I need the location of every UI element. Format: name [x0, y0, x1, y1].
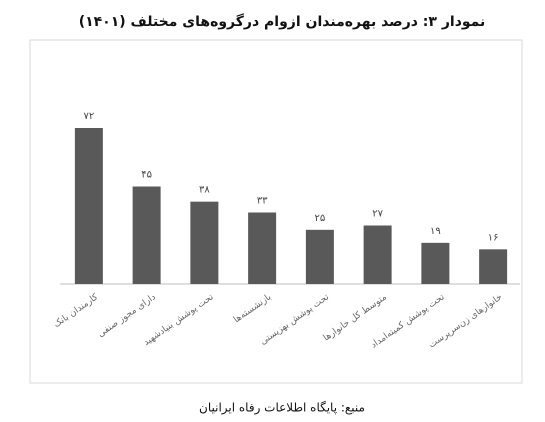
value-label: ۱۶	[488, 232, 499, 243]
x-tick-label: دارای مجوز صنفی	[96, 292, 158, 339]
source-note: منبع: پایگاه اطلاعات رفاه ایرانیان	[199, 401, 365, 416]
bar	[363, 225, 392, 284]
value-label: ۲۵	[315, 213, 326, 224]
x-tick-label: کارمندان بانک	[52, 292, 100, 330]
bar	[132, 186, 161, 284]
bar	[190, 201, 219, 284]
value-label: ۴۵	[141, 170, 152, 181]
value-label: ۳۳	[257, 196, 268, 207]
bar	[305, 229, 334, 284]
bar	[248, 212, 277, 284]
bar	[479, 249, 508, 284]
value-label: ۲۷	[372, 209, 383, 220]
bar	[74, 128, 103, 284]
bar	[421, 242, 450, 284]
chart-frame	[29, 39, 523, 384]
value-label: ۳۸	[199, 185, 210, 196]
x-tick-label: بازنشسته‌ها	[232, 292, 273, 325]
value-label: ۷۲	[84, 111, 95, 122]
chart-title: نمودار ۳: درصد بهره‌مندان ازوام درگروه‌ه…	[79, 13, 486, 30]
value-label: ۱۹	[430, 226, 441, 237]
